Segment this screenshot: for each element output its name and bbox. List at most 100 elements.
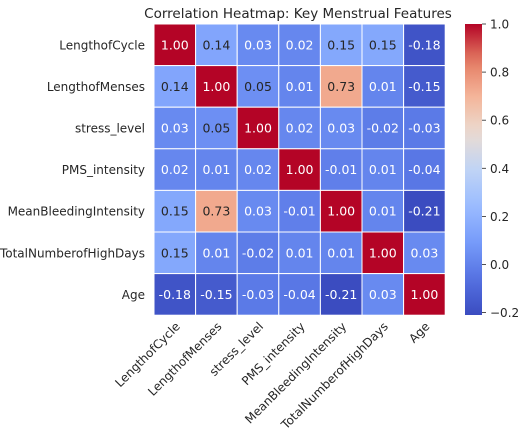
colorbar-tick-label: 0.4 <box>490 162 509 176</box>
heatmap-cell <box>153 148 197 191</box>
x-tick-label: LengthofMenses <box>145 319 224 398</box>
cell-value-label: 0.01 <box>286 79 314 94</box>
cell-value-label: 0.01 <box>286 245 314 260</box>
cell-value-label: 0.02 <box>244 162 272 177</box>
cell-value-label: 1.00 <box>161 37 189 52</box>
cell-value-label: -0.02 <box>242 245 274 260</box>
y-tick-label: Age <box>122 288 145 302</box>
cell-value-label: -0.04 <box>408 162 440 177</box>
heatmap-cell <box>153 231 197 275</box>
cell-value-label: -0.03 <box>242 287 274 302</box>
y-tick-label: LengthofMenses <box>47 80 145 94</box>
colorbar-tick-label: 0.0 <box>490 258 509 272</box>
heatmap-cell <box>319 106 363 150</box>
cell-value-label: 0.15 <box>327 37 355 52</box>
cell-value-label: 0.03 <box>410 245 438 260</box>
cell-value-label: 0.02 <box>286 37 314 52</box>
cell-value-label: 1.00 <box>327 204 355 219</box>
cell-value-label: 0.02 <box>161 162 189 177</box>
heatmap-cell <box>278 106 321 150</box>
cell-value-label: 0.15 <box>161 204 189 219</box>
cell-value-label: 0.15 <box>161 245 189 260</box>
heatmap-cell <box>195 106 238 150</box>
cell-value-label: -0.15 <box>200 287 232 302</box>
y-tick-label: TotalNumberofHighDays <box>0 246 145 260</box>
heatmap-cell <box>361 148 405 191</box>
cell-value-label: 1.00 <box>202 79 230 94</box>
cell-value-label: -0.03 <box>408 121 440 136</box>
cell-value-label: 1.00 <box>286 162 314 177</box>
heatmap-cell <box>153 189 197 233</box>
colorbar-tick-label: 0.8 <box>490 66 509 80</box>
cell-value-label: 0.01 <box>369 79 397 94</box>
heatmap-cell <box>153 23 197 67</box>
heatmap-cell <box>236 273 280 316</box>
x-tick-labels: LengthofCycleLengthofMensesstress_levelP… <box>112 319 432 432</box>
cell-value-label: 0.03 <box>244 204 272 219</box>
heatmap-cell <box>236 65 280 108</box>
heatmap-cell <box>319 65 363 108</box>
cell-value-label: 1.00 <box>369 245 397 260</box>
chart-title: Correlation Heatmap: Key Menstrual Featu… <box>144 6 452 22</box>
x-tick-label: Age <box>406 319 432 345</box>
cell-value-label: -0.21 <box>325 287 357 302</box>
heatmap-cell <box>195 148 238 191</box>
cell-value-label: 0.01 <box>369 204 397 219</box>
cell-value-label: 0.73 <box>327 79 355 94</box>
colorbar-tick-label: 0.2 <box>490 210 509 224</box>
heatmap-cell <box>278 273 321 316</box>
heatmap-cells: 1.00 0.14 0.03 0.02 0.15 0.15 -0.18 0.14 1.00 0.0… <box>153 23 446 316</box>
cell-value-label: 0.03 <box>161 121 189 136</box>
cell-value-label: 0.01 <box>369 162 397 177</box>
heatmap-cell <box>153 65 197 108</box>
cell-value-label: 0.02 <box>286 121 314 136</box>
cell-value-label: -0.18 <box>159 287 191 302</box>
cell-value-label: -0.15 <box>408 79 440 94</box>
heatmap-cell <box>403 148 446 191</box>
colorbar-gradient <box>465 24 482 315</box>
cell-value-label: -0.21 <box>408 204 440 219</box>
heatmap-cell <box>403 231 446 275</box>
cell-value-label: 0.05 <box>244 79 272 94</box>
heatmap-cell <box>403 65 446 108</box>
cell-value-label: 0.01 <box>202 162 230 177</box>
colorbar-tick-label: −0.2 <box>490 306 519 320</box>
heatmap-cell <box>361 23 405 67</box>
cell-value-label: 0.15 <box>369 37 397 52</box>
cell-value-label: 1.00 <box>410 287 438 302</box>
heatmap-cell <box>361 106 405 150</box>
cell-value-label: 0.01 <box>327 245 355 260</box>
cell-value-label: -0.01 <box>325 162 357 177</box>
heatmap-cell <box>195 231 238 275</box>
y-tick-label: PMS_intensity <box>62 163 145 177</box>
cell-value-label: 0.03 <box>244 37 272 52</box>
heatmap-cell <box>236 106 280 150</box>
y-tick-label: LengthofCycle <box>59 38 145 52</box>
colorbar-tick-label: 0.6 <box>490 114 509 128</box>
cell-value-label: 0.03 <box>327 121 355 136</box>
cell-value-label: -0.01 <box>283 204 315 219</box>
cell-value-label: -0.02 <box>367 121 399 136</box>
y-tick-label: stress_level <box>75 122 145 136</box>
cell-value-label: 1.00 <box>244 121 272 136</box>
heatmap-cell <box>403 106 446 150</box>
heatmap-cell <box>319 273 363 316</box>
cell-value-label: 0.01 <box>202 245 230 260</box>
y-tick-label: MeanBleedingIntensity <box>8 205 145 219</box>
heatmap-cell <box>403 273 446 316</box>
cell-value-label: -0.04 <box>283 287 315 302</box>
cell-value-label: 0.73 <box>202 204 230 219</box>
heatmap-cell <box>195 23 238 67</box>
cell-value-label: -0.18 <box>408 37 440 52</box>
cell-value-label: 0.14 <box>202 37 230 52</box>
heatmap-cell <box>319 231 363 275</box>
colorbar: −0.2 0.0 0.2 0.4 0.6 0.8 1.0 <box>465 18 519 320</box>
cell-value-label: 0.05 <box>202 121 230 136</box>
cell-value-label: 0.03 <box>369 287 397 302</box>
heatmap-cell <box>361 273 405 316</box>
cell-value-label: 0.14 <box>161 79 189 94</box>
heatmap-cell <box>236 189 280 233</box>
heatmap-cell <box>153 273 197 316</box>
colorbar-tick-label: 1.0 <box>490 18 509 32</box>
